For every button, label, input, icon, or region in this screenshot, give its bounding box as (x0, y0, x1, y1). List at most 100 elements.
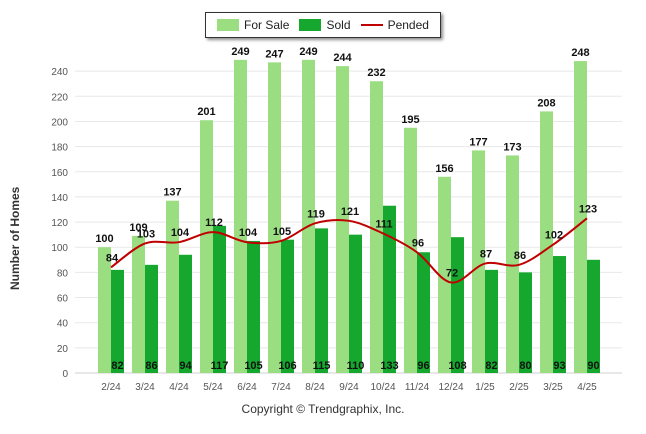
data-label-sold: 106 (278, 360, 296, 372)
x-tick-label: 1/25 (475, 382, 495, 393)
data-label-for-sale: 137 (163, 187, 181, 199)
data-label-pended: 105 (273, 226, 291, 238)
y-tick-label: 160 (51, 168, 68, 179)
bar-sold (179, 254, 192, 373)
legend-swatch-for-sale (217, 19, 240, 31)
bar-sold (349, 234, 362, 373)
x-tick-label: 8/24 (305, 382, 325, 393)
x-tick-label: 7/24 (271, 382, 291, 393)
data-label-for-sale: 247 (265, 48, 283, 60)
data-label-sold: 117 (211, 360, 229, 372)
legend-label-for-sale: For Sale (244, 18, 290, 32)
data-label-pended: 102 (545, 230, 563, 242)
bar-sold (451, 237, 464, 373)
bar-sold (213, 225, 226, 373)
data-label-sold: 115 (313, 360, 331, 372)
y-tick-label: 240 (51, 67, 68, 78)
bar-sold (383, 205, 396, 373)
x-tick-label: 2/25 (509, 382, 529, 393)
data-label-sold: 133 (380, 360, 398, 372)
bar-sold (553, 256, 566, 373)
data-label-pended: 119 (307, 208, 325, 220)
x-tick-label: 4/24 (169, 382, 189, 393)
x-tick-label: 3/25 (543, 382, 563, 393)
x-tick-label: 6/24 (237, 382, 257, 393)
bar-for-sale (98, 247, 111, 373)
bar-for-sale (540, 111, 553, 374)
data-label-for-sale: 201 (197, 106, 215, 118)
bar-sold (519, 272, 532, 373)
y-tick-label: 80 (57, 268, 69, 279)
bar-for-sale (234, 59, 247, 373)
data-label-for-sale: 208 (537, 97, 555, 109)
legend-item-pended: Pended (360, 18, 429, 32)
data-label-sold: 80 (519, 360, 531, 372)
bar-for-sale (132, 235, 145, 373)
y-tick-label: 180 (51, 143, 68, 154)
data-label-for-sale: 100 (95, 233, 113, 245)
x-tick-label: 11/24 (405, 382, 430, 393)
data-label-sold: 110 (347, 360, 365, 372)
y-tick-label: 140 (51, 193, 68, 204)
legend-swatch-sold (299, 19, 322, 31)
data-label-pended: 104 (171, 227, 190, 239)
y-tick-label: 100 (51, 243, 68, 254)
y-tick-label: 200 (51, 117, 68, 128)
x-tick-label: 3/24 (135, 382, 155, 393)
bar-for-sale (438, 176, 451, 373)
data-label-for-sale: 244 (333, 52, 352, 64)
bar-for-sale (268, 62, 281, 373)
y-tick-label: 0 (62, 369, 68, 380)
data-label-for-sale: 156 (435, 163, 453, 175)
data-label-pended: 112 (205, 217, 223, 229)
data-label-for-sale: 173 (503, 141, 521, 153)
data-label-for-sale: 109 (129, 222, 147, 234)
data-label-sold: 86 (145, 360, 157, 372)
y-axis-label: Number of Homes (8, 186, 22, 290)
bar-for-sale (302, 59, 315, 373)
bar-for-sale (166, 200, 179, 373)
data-label-pended: 87 (480, 249, 492, 261)
data-label-for-sale: 232 (367, 67, 385, 79)
data-label-for-sale: 248 (571, 47, 589, 59)
bar-sold (111, 269, 124, 373)
data-label-pended: 123 (579, 203, 597, 215)
data-label-sold: 108 (448, 360, 466, 372)
data-label-pended: 121 (341, 206, 359, 218)
legend-label-sold: Sold (326, 18, 351, 32)
data-label-for-sale: 249 (299, 46, 317, 58)
bar-sold (247, 240, 260, 373)
bar-sold (281, 239, 294, 373)
chart-legend: For Sale Sold Pended (205, 12, 441, 38)
bar-for-sale (506, 155, 519, 373)
bar-for-sale (574, 61, 587, 373)
legend-swatch-pended (360, 24, 383, 26)
y-tick-label: 60 (57, 294, 69, 305)
bar-sold (587, 259, 600, 373)
x-tick-label: 10/24 (370, 382, 395, 393)
legend-item-sold: Sold (299, 18, 351, 32)
data-label-for-sale: 195 (401, 114, 419, 126)
x-tick-label: 5/24 (203, 382, 223, 393)
bar-for-sale (370, 81, 383, 373)
data-label-pended: 104 (239, 227, 258, 239)
bar-sold (485, 269, 498, 373)
data-label-sold: 105 (244, 360, 262, 372)
x-tick-label: 9/24 (339, 382, 359, 393)
y-tick-label: 220 (51, 92, 68, 103)
bar-for-sale (472, 150, 485, 373)
pended-line (110, 217, 588, 284)
data-label-pended: 111 (375, 218, 392, 230)
data-label-pended: 72 (446, 267, 458, 279)
x-tick-label: 12/24 (438, 382, 463, 393)
data-label-sold: 82 (485, 360, 497, 372)
legend-item-for-sale: For Sale (217, 18, 289, 32)
data-label-for-sale: 177 (469, 136, 487, 148)
data-label-sold: 94 (179, 360, 192, 372)
data-label-pended: 86 (514, 250, 526, 262)
y-tick-label: 40 (57, 319, 69, 330)
data-label-sold: 96 (417, 360, 429, 372)
bar-sold (315, 228, 328, 373)
y-tick-label: 20 (57, 344, 69, 355)
